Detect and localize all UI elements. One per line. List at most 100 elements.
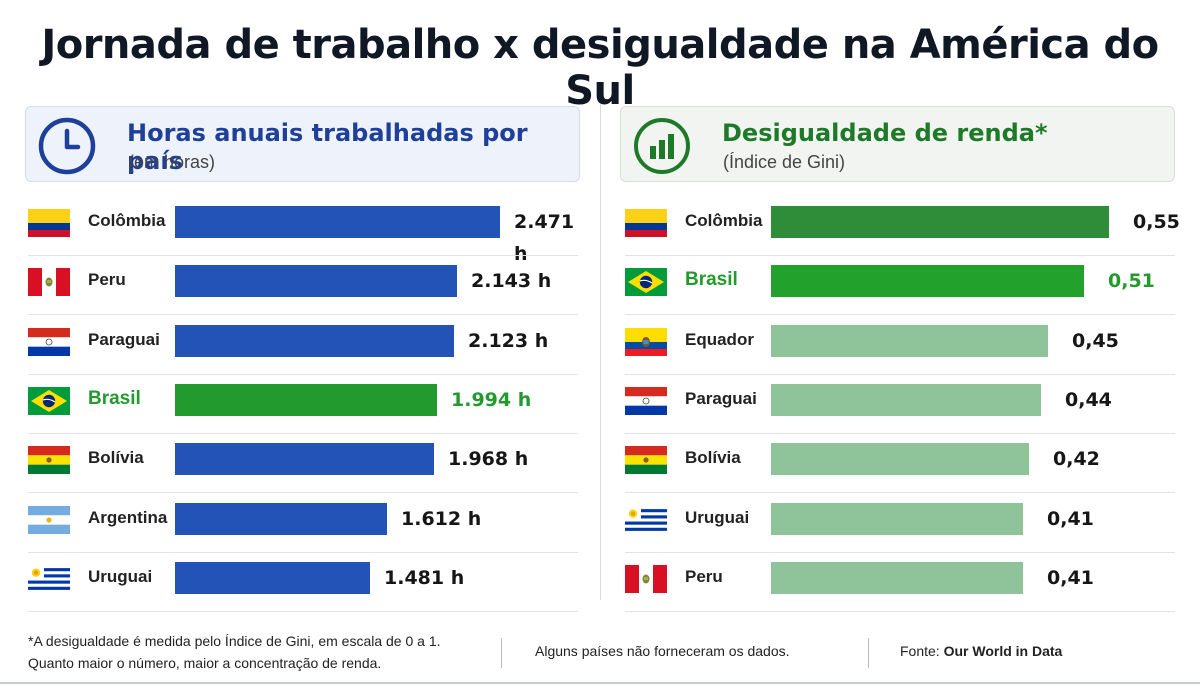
hours-panel-header: Horas anuais trabalhadas por país (em ho… <box>25 106 580 182</box>
data-label: 0,44 <box>1065 388 1112 411</box>
category-label: Colômbia <box>88 211 166 230</box>
category-label: Equador <box>685 329 754 349</box>
bar-chart-icon <box>634 118 690 174</box>
bar-row-paraguai: Paraguai 2.123 h <box>28 315 583 375</box>
bar <box>771 443 1029 476</box>
hours-panel-subtitle: (em horas) <box>128 152 216 172</box>
category-label: Brasil <box>685 269 738 291</box>
data-label: 0,51 <box>1108 270 1155 293</box>
data-label: 0,45 <box>1072 329 1119 352</box>
data-label: 1.612 h <box>401 507 482 530</box>
row-divider <box>28 551 578 553</box>
bar <box>175 502 387 535</box>
bar <box>771 265 1084 298</box>
bar-row-colombia: Colômbia 2.471 h <box>28 196 583 265</box>
flag-paraguai-icon <box>625 386 667 415</box>
bar-row-brasil: Brasil 1.994 h <box>28 374 583 434</box>
footer-note-missing-data: Alguns países não forneceram os dados. <box>535 643 790 659</box>
bar <box>175 443 434 476</box>
bar <box>771 502 1023 535</box>
chart-title: Jornada de trabalho x desigualdade na Am… <box>41 22 1159 114</box>
gini-panel-title: Desigualdade de renda* <box>722 119 1048 147</box>
flag-uruguai-icon <box>28 564 70 593</box>
bar <box>175 383 437 416</box>
source-name: Our World in Data <box>943 643 1063 659</box>
row-divider <box>28 314 578 316</box>
source-label: Fonte: <box>900 643 940 659</box>
row-divider <box>625 551 1175 553</box>
flag-brasil-icon <box>28 386 70 415</box>
row-divider <box>28 255 578 256</box>
bar-row-uruguai: Uruguai 1.481 h <box>28 552 583 612</box>
gini-panel-subtitle: (Índice de Gini) <box>723 152 846 172</box>
category-label: Bolívia <box>685 448 741 468</box>
category-label: Peru <box>685 566 723 586</box>
bar-row-bolivia: Bolívia 0,42 <box>625 433 1180 494</box>
data-label: 2.471 h <box>514 211 575 265</box>
bar-row-peru: Peru 0,41 <box>625 552 1180 612</box>
category-label: Brasil <box>88 387 141 409</box>
row-divider <box>625 255 1175 256</box>
flag-paraguai-icon <box>28 327 70 356</box>
data-label: 2.123 h <box>468 329 549 352</box>
category-label: Bolívia <box>88 448 144 468</box>
footnote: *A desigualdade é medida pelo Índice de … <box>28 630 441 674</box>
bar <box>771 561 1023 594</box>
bar-row-colombia: Colômbia 0,55 <box>625 196 1180 256</box>
footer-divider <box>501 638 502 668</box>
category-label: Uruguai <box>88 566 153 586</box>
row-divider <box>28 373 578 375</box>
bar <box>175 324 454 357</box>
category-label: Colômbia <box>685 211 763 230</box>
flag-bolivia-icon <box>625 446 667 475</box>
data-label: 1.994 h <box>451 388 532 411</box>
flag-peru-icon <box>625 564 667 593</box>
flag-uruguai-icon <box>625 505 667 534</box>
bar-row-uruguai: Uruguai 0,41 <box>625 493 1180 553</box>
data-label: 0,41 <box>1047 566 1094 589</box>
category-label: Argentina <box>88 507 168 527</box>
row-divider <box>625 492 1175 494</box>
bar <box>175 206 500 238</box>
flag-bolivia-icon <box>28 446 70 475</box>
flag-peru-icon <box>28 268 70 297</box>
flag-brasil-icon <box>625 268 667 297</box>
bar-row-argentina: Argentina 1.612 h <box>28 493 583 553</box>
flag-colombia-icon <box>625 209 667 237</box>
data-label: 1.968 h <box>448 448 529 471</box>
row-divider <box>625 610 1175 612</box>
row-divider <box>625 432 1175 434</box>
flag-colombia-icon <box>28 209 70 237</box>
bar <box>771 383 1041 416</box>
data-label: 0,42 <box>1053 448 1100 471</box>
row-divider <box>625 373 1175 375</box>
data-label: 2.143 h <box>471 270 552 293</box>
row-divider <box>625 314 1175 316</box>
category-label: Paraguai <box>685 388 757 408</box>
category-label: Uruguai <box>685 507 750 527</box>
footnote-line-1: *A desigualdade é medida pelo Índice de … <box>28 633 441 649</box>
panel-divider <box>600 104 601 600</box>
bar-row-brasil: Brasil 0,51 <box>625 255 1180 316</box>
category-label: Paraguai <box>88 329 160 349</box>
gini-panel-header: Desigualdade de renda* (Índice de Gini) <box>620 106 1175 182</box>
category-label: Peru <box>88 270 126 290</box>
bar-row-equador: Equador 0,45 <box>625 315 1180 375</box>
bar <box>771 206 1109 238</box>
bar-row-peru: Peru 2.143 h <box>28 255 583 316</box>
flag-argentina-icon <box>28 505 70 534</box>
source: Fonte: Our World in Data <box>900 643 1062 659</box>
bar-row-bolivia: Bolívia 1.968 h <box>28 433 583 494</box>
row-divider <box>28 492 578 494</box>
data-label: 0,55 <box>1133 211 1180 233</box>
row-divider <box>28 610 578 612</box>
bar-row-paraguai: Paraguai 0,44 <box>625 374 1180 434</box>
bar <box>771 324 1048 357</box>
data-label: 1.481 h <box>384 566 465 589</box>
clock-icon <box>38 117 96 175</box>
bottom-rule <box>0 682 1200 684</box>
data-label: 0,41 <box>1047 507 1094 530</box>
hours-panel-title: Horas anuais trabalhadas por país <box>127 119 528 175</box>
footer-divider <box>868 638 869 668</box>
bar <box>175 561 370 594</box>
